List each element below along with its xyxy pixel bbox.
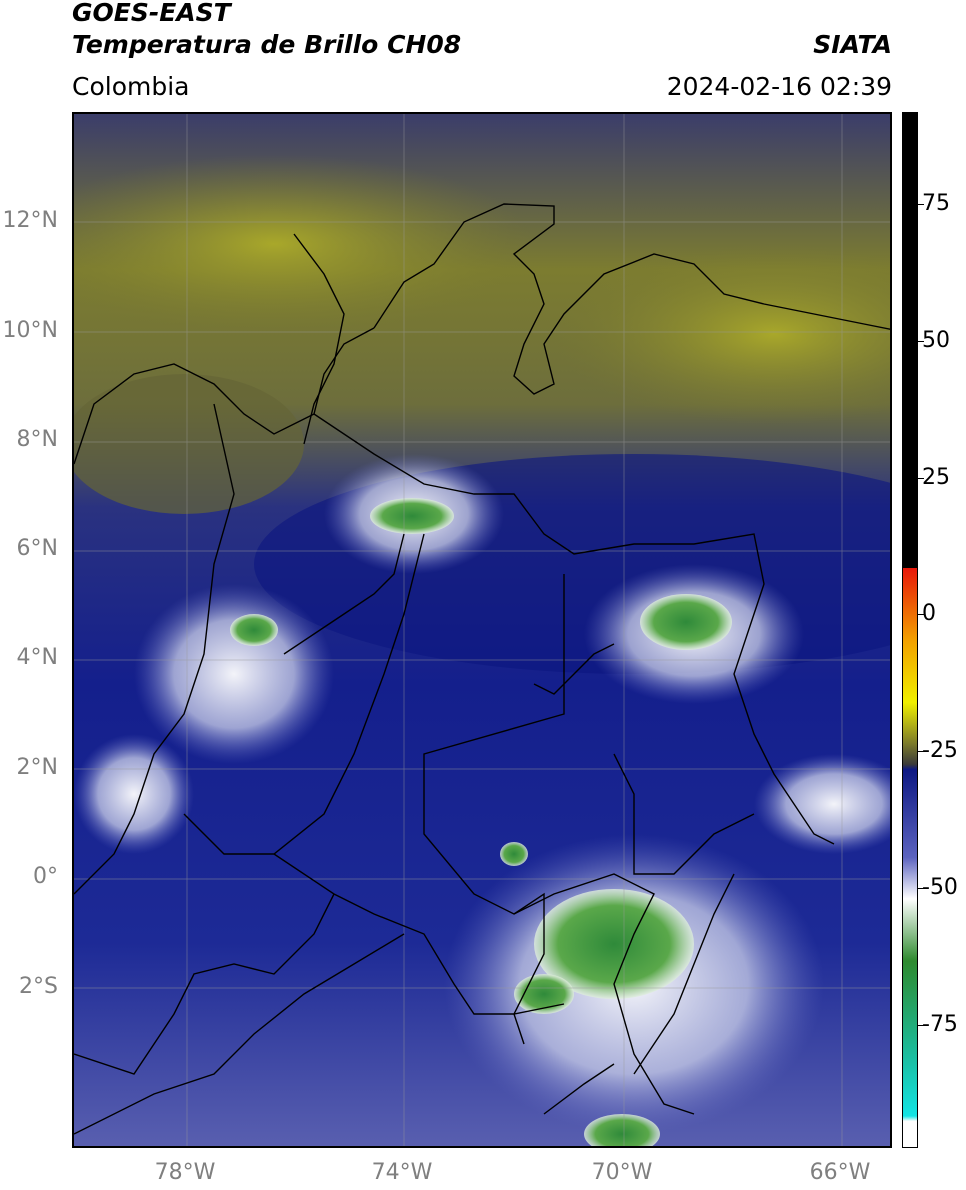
cloud-pacific [74, 734, 194, 854]
lat-label-6n: 6°N [16, 536, 58, 561]
lat-label-8n: 8°N [16, 427, 58, 452]
colorbar-tick-minus25: -25 [922, 738, 958, 763]
colorbar-tick-0: 0 [922, 601, 936, 626]
lon-label-74w: 74°W [371, 1160, 433, 1185]
dry-region-west [74, 374, 304, 514]
lon-label-70w: 70°W [591, 1160, 653, 1185]
satellite-title: GOES-EAST [72, 0, 231, 27]
dry-region-northeast [554, 244, 890, 424]
colorbar-tick-75: 75 [922, 191, 950, 216]
satellite-map [72, 112, 892, 1148]
map-image [74, 114, 890, 1146]
convective-cell-small [500, 842, 528, 866]
lat-label-2n: 2°N [16, 755, 58, 780]
lon-label-66w: 66°W [809, 1160, 871, 1185]
colorbar-tick-25: 25 [922, 465, 950, 490]
convective-core-east [640, 594, 732, 650]
colorbar [902, 112, 918, 1148]
convective-core-north [370, 498, 454, 534]
colorbar-tick-50: 50 [922, 328, 950, 353]
dry-region-northwest [74, 154, 534, 334]
convective-core-south [534, 889, 694, 999]
region-label: Colombia [72, 72, 190, 101]
lat-label-12n: 12°N [2, 208, 58, 233]
product-title: Temperatura de Brillo CH08 [72, 30, 462, 59]
convective-core-west [230, 614, 278, 646]
country-borders [74, 203, 890, 1135]
timestamp-label: 2024-02-16 02:39 [666, 72, 892, 101]
graticule [74, 114, 890, 1146]
lat-label-10n: 10°N [2, 318, 58, 343]
colorbar-tick-minus75: -75 [922, 1012, 958, 1037]
convective-core-bottom [584, 1114, 660, 1146]
lat-label-4n: 4°N [16, 645, 58, 670]
colorbar-tick-minus50: -50 [922, 875, 958, 900]
lat-label-0: 0° [33, 864, 58, 889]
cloud-far-east [754, 754, 890, 854]
source-label: SIATA [813, 30, 892, 59]
lat-label-2s: 2°S [19, 974, 58, 999]
lon-label-78w: 78°W [154, 1160, 216, 1185]
cloud-west [134, 584, 334, 764]
